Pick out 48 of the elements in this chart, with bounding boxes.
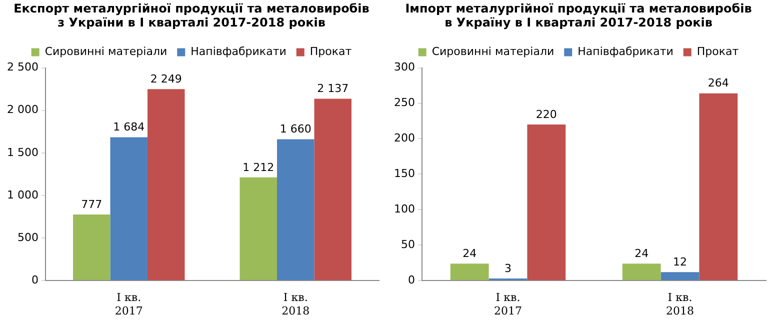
x-tick-label: І кв. 2018 xyxy=(282,291,310,318)
bar xyxy=(660,272,700,280)
legend-label: Сировинні матеріали xyxy=(44,45,168,58)
legend-label: Сировинні матеріали xyxy=(432,45,554,58)
y-tick-label: 300 xyxy=(394,60,415,74)
bar xyxy=(147,89,185,280)
bar xyxy=(240,177,277,280)
chart-title: Експорт металургійної продукції та металовиробів з України в І кварталі 2017-2018 років xyxy=(14,1,370,30)
legend-label: Напівфабрикати xyxy=(578,45,674,58)
bar xyxy=(699,93,738,280)
bar xyxy=(450,264,489,280)
y-tick-label: 500 xyxy=(17,230,38,244)
chart-title: Імпорт металургійної продукції та металовиробів в Україну в І кварталі 2017-2018 років xyxy=(405,1,752,30)
x-tick-label: І кв. 2017 xyxy=(494,291,522,318)
bar xyxy=(527,124,566,280)
x-tick-label: І кв. 2018 xyxy=(666,291,694,318)
bar xyxy=(73,214,110,280)
y-tick-label: 150 xyxy=(394,167,415,180)
data-label: 2 137 xyxy=(317,82,349,96)
bar xyxy=(622,264,661,280)
legend-label: Напівфабрикати xyxy=(190,45,286,58)
data-label: 24 xyxy=(634,246,649,260)
data-label: 1 684 xyxy=(113,120,145,134)
x-tick-label: І кв. 2017 xyxy=(114,291,143,318)
y-tick-label: 50 xyxy=(400,238,415,251)
bar xyxy=(314,98,352,280)
legend-label: Прокат xyxy=(310,45,352,58)
y-tick-label: 200 xyxy=(394,132,415,145)
bar xyxy=(277,139,314,280)
data-label: 3 xyxy=(504,262,512,275)
y-tick-label: 1 000 xyxy=(6,188,38,202)
data-label: 2 249 xyxy=(150,72,182,86)
data-label: 264 xyxy=(708,76,729,90)
y-tick-label: 2 500 xyxy=(6,60,38,74)
bar xyxy=(110,137,148,280)
data-label: 1 212 xyxy=(242,160,274,174)
y-tick-label: 1 500 xyxy=(6,146,38,159)
data-label: 777 xyxy=(81,198,102,211)
data-label: 1 660 xyxy=(280,122,312,136)
y-tick-label: 250 xyxy=(394,96,415,110)
data-label: 24 xyxy=(462,246,477,260)
y-tick-label: 2 000 xyxy=(6,103,38,116)
y-tick-label: 0 xyxy=(408,273,415,286)
legend-label: Прокат xyxy=(696,45,740,58)
data-label: 12 xyxy=(673,255,687,268)
y-tick-label: 0 xyxy=(31,273,38,286)
data-label: 220 xyxy=(536,108,557,121)
y-tick-label: 100 xyxy=(394,202,415,216)
